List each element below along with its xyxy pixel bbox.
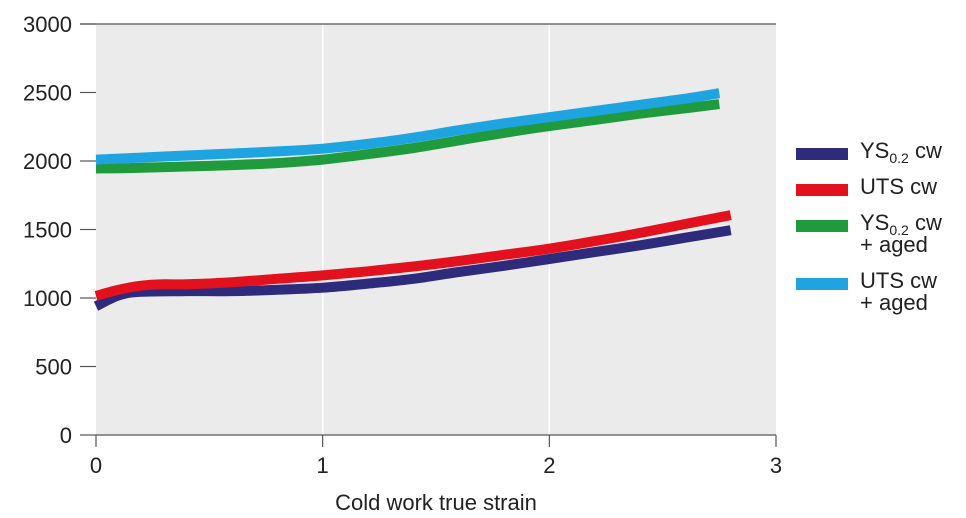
vertical-gridlines: [321, 24, 551, 435]
y-tick-label-1: 500: [35, 355, 72, 380]
axes: [80, 23, 777, 447]
legend-item-uts-cw: UTS cw: [796, 176, 966, 202]
x-tick-label-0: 0: [90, 453, 102, 478]
y-tick-label-4: 2000: [23, 149, 72, 174]
legend-label-uts-cw-aged: UTS cw + aged: [860, 268, 937, 315]
legend-swatch-uts-cw: [796, 184, 848, 196]
legend-swatch-ys-cw: [796, 148, 848, 160]
x-tick-label-1: 1: [317, 453, 329, 478]
legend-item-ys-cw: YS0.2 cw: [796, 140, 966, 166]
legend-label-uts-cw: UTS cw: [860, 174, 937, 199]
series-ys-cw-aged: [95, 99, 720, 174]
x-axis-label: Cold work true strain: [335, 490, 537, 515]
series-uts-cw-aged: [95, 88, 721, 165]
legend-label-ys-cw: YS0.2 cw: [860, 138, 942, 166]
legend-label-ys-cw-aged: YS0.2 cw + aged: [860, 210, 942, 257]
legend-swatch-uts-cw-aged: [796, 278, 848, 290]
legend: YS0.2 cw UTS cw YS0.2 cw + aged UTS cw + a…: [796, 140, 966, 328]
x-tick-label-3: 3: [770, 453, 782, 478]
x-tick-label-2: 2: [543, 453, 555, 478]
data-series: [93, 88, 732, 311]
legend-item-uts-cw-aged: UTS cw + aged: [796, 270, 966, 318]
tick-labels: 0 500 1000 1500 2000 2500 3000 0 1 2 3: [23, 12, 782, 478]
series-uts-cw: [94, 210, 732, 301]
y-tick-label-3: 1500: [23, 218, 72, 243]
y-tick-label-2: 1000: [23, 286, 72, 311]
y-tick-label-0: 0: [60, 423, 72, 448]
legend-swatch-ys-cw-aged: [796, 220, 848, 232]
series-ys-cw: [93, 225, 732, 311]
y-tick-label-6: 3000: [23, 12, 72, 37]
y-tick-label-5: 2500: [23, 81, 72, 106]
legend-item-ys-cw-aged: YS0.2 cw + aged: [796, 212, 966, 260]
